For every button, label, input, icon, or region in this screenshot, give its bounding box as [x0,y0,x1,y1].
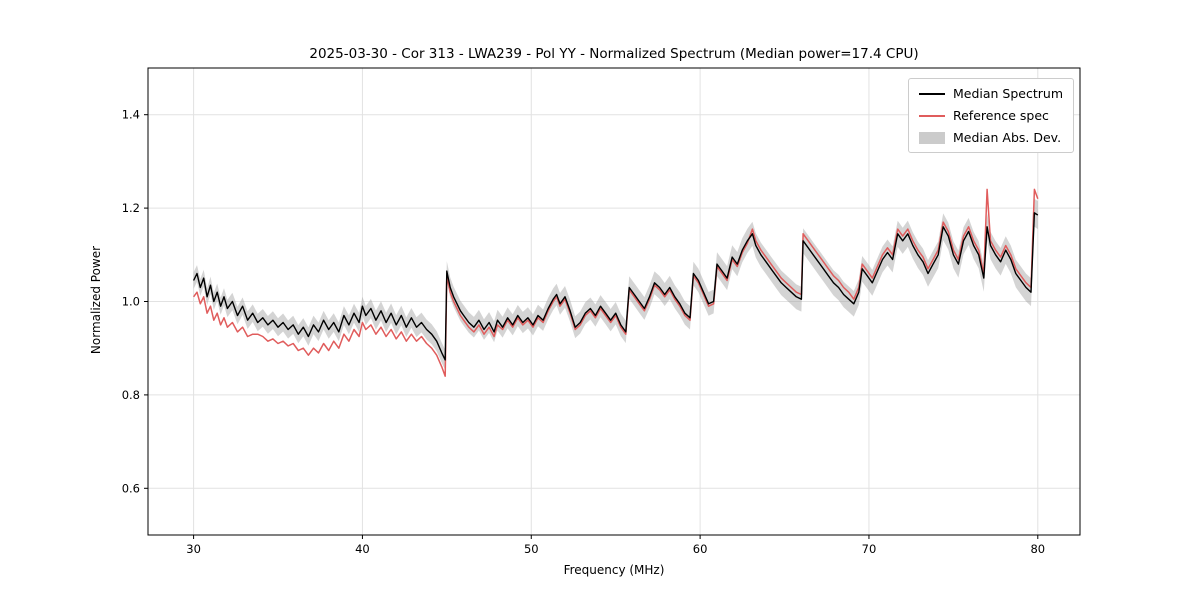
x-tick-label: 40 [355,542,370,556]
y-tick-label: 1.0 [122,295,140,309]
legend-label-reference: Reference spec [952,108,1049,123]
legend-label-mad: Median Abs. Dev. [952,130,1062,145]
x-axis-label: Frequency (MHz) [563,563,665,577]
y-tick-label: 1.4 [122,108,140,122]
y-axis-label: Normalized Power [89,245,103,355]
legend-item-mad: Median Abs. Dev. [918,130,1063,145]
x-tick-label: 30 [186,542,201,556]
legend-item-median: Median Spectrum [918,86,1063,101]
legend-item-reference: Reference spec [918,108,1063,123]
x-tick-label: 70 [862,542,877,556]
y-tick-label: 0.6 [122,481,140,495]
mad-band [193,198,1038,370]
x-tick-label: 80 [1030,542,1045,556]
chart-title: 2025-03-30 - Cor 313 - LWA239 - Pol YY -… [309,46,919,62]
legend: Median Spectrum Reference spec Median Ab… [907,78,1074,153]
x-tick-label: 60 [693,542,708,556]
legend-label-median: Median Spectrum [952,86,1063,101]
y-tick-label: 0.8 [122,388,140,402]
reference-line [192,188,1039,377]
median-line-swatch [918,92,945,95]
y-tick-label: 1.2 [122,201,140,215]
mad-band-swatch [918,131,945,144]
median-line [192,212,1039,361]
reference-line-swatch [918,114,945,117]
x-tick-label: 50 [524,542,539,556]
